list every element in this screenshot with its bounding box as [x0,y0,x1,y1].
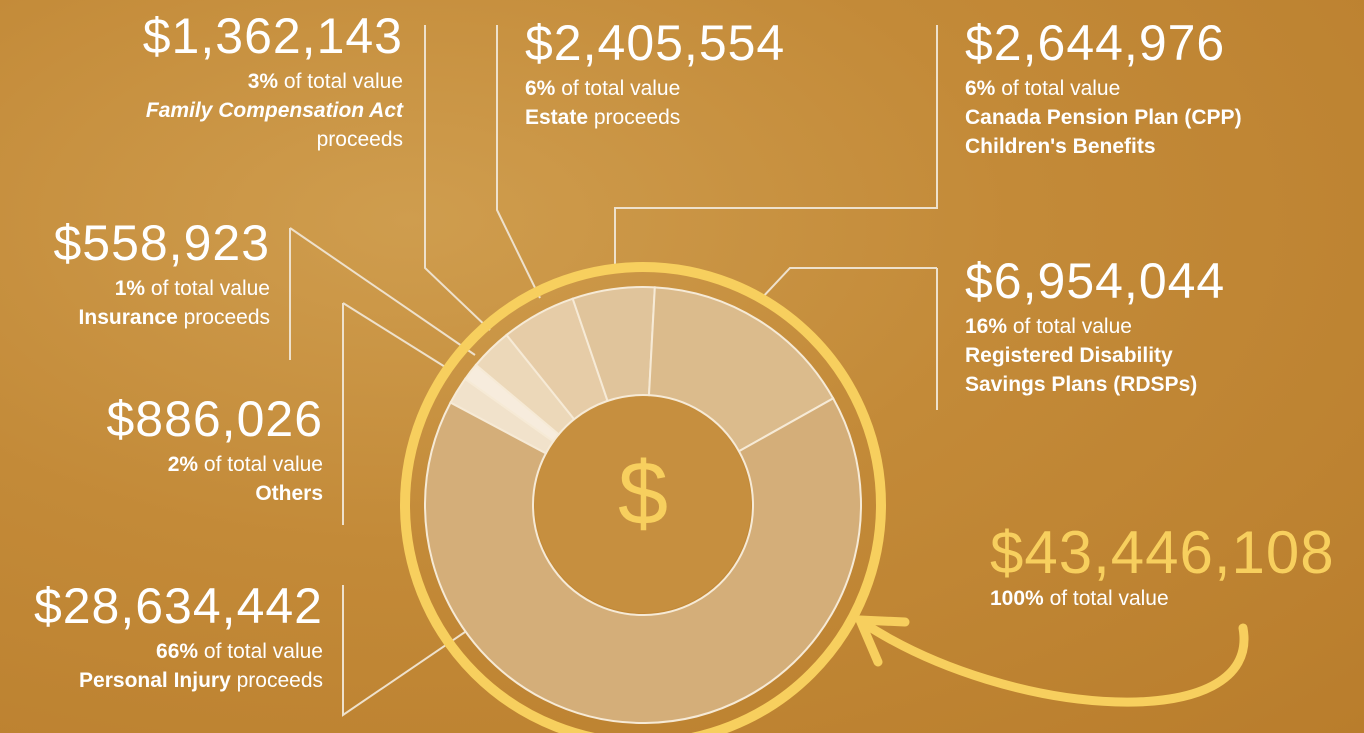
share-line: 66% of total value [0,637,323,666]
label-block: $1,362,143 3% of total value Family Compen… [103,5,403,154]
share-line: 6% of total value [965,74,1295,103]
category: Canada Pension Plan (CPP) Children's Ben… [965,106,1242,158]
share-line: 2% of total value [3,450,323,479]
label-block: $886,026 2% of total value Others [3,388,323,508]
name-line: Estate proceeds [525,103,845,132]
amount: $28,634,442 [33,578,323,634]
share-line: 3% of total value [103,67,403,96]
percent: 6% [965,77,996,100]
share-text: of total value [203,453,323,476]
label-block: $2,644,976 6% of total value Canada Pensio… [965,12,1295,161]
label-block: $6,954,044 16% of total value Registered D… [965,250,1240,399]
share-text: of total value [1001,77,1121,100]
share-text: of total value [1012,315,1132,338]
share-line: 16% of total value [965,312,1240,341]
arrow-head [855,615,910,667]
amount: $2,405,554 [525,15,786,71]
percent: 2% [167,453,199,476]
share-text: of total value [561,77,681,100]
total-block: $43,446,108 100% of total value [990,522,1335,613]
total-percent: 100% [990,587,1044,610]
slice [647,286,835,453]
center-symbol: $ [618,444,668,544]
percent: 3% [247,70,279,93]
share-text: of total value [150,277,270,300]
slice [424,397,862,724]
total-arrow [857,617,1249,707]
amount: $1,362,143 [142,8,403,64]
amount: $558,923 [53,215,270,271]
category-suffix: proceeds [236,669,323,692]
category-suffix: proceeds [183,306,270,329]
share-line: 1% of total value [0,274,270,303]
name-line: Canada Pension Plan (CPP) Children's Ben… [965,103,1295,161]
name-line: Personal Injury proceeds [0,666,323,695]
category: Insurance [78,306,178,329]
amount: $2,644,976 [965,15,1226,71]
name-line: Family Compensation Act proceeds [103,96,403,154]
share-text: of total value [203,640,323,663]
amount: $6,954,044 [965,253,1226,309]
amount: $886,026 [106,391,323,447]
label-block: $2,405,554 6% of total value Estate procee… [525,12,845,132]
donut-hole [535,397,751,613]
label-block: $28,634,442 66% of total value Personal In… [0,575,323,695]
leader-lines [289,25,938,717]
total-share: 100% of total value [990,584,1335,613]
ring [400,262,886,733]
category: Personal Injury [79,669,231,692]
category: Estate [525,106,589,129]
name-line: Registered Disability Savings Plans (RDS… [965,341,1240,399]
share-text: of total value [283,70,403,93]
category-suffix: proceeds [316,128,403,151]
donut [424,286,862,724]
category: Registered Disability Savings Plans (RDS… [965,344,1198,396]
total-amount: $43,446,108 [990,519,1335,586]
share-text: of total value [1049,587,1169,610]
share-line: 6% of total value [525,74,845,103]
name-line: Insurance proceeds [0,303,270,332]
label-block: $558,923 1% of total value Insurance proce… [0,212,270,332]
category: Family Compensation Act [145,99,403,122]
category: Others [255,482,323,505]
name-line: Others [3,479,323,508]
percent: 1% [114,277,146,300]
percent: 6% [525,77,556,100]
percent: 66% [156,640,199,663]
percent: 16% [965,315,1008,338]
category-suffix: proceeds [593,106,681,129]
